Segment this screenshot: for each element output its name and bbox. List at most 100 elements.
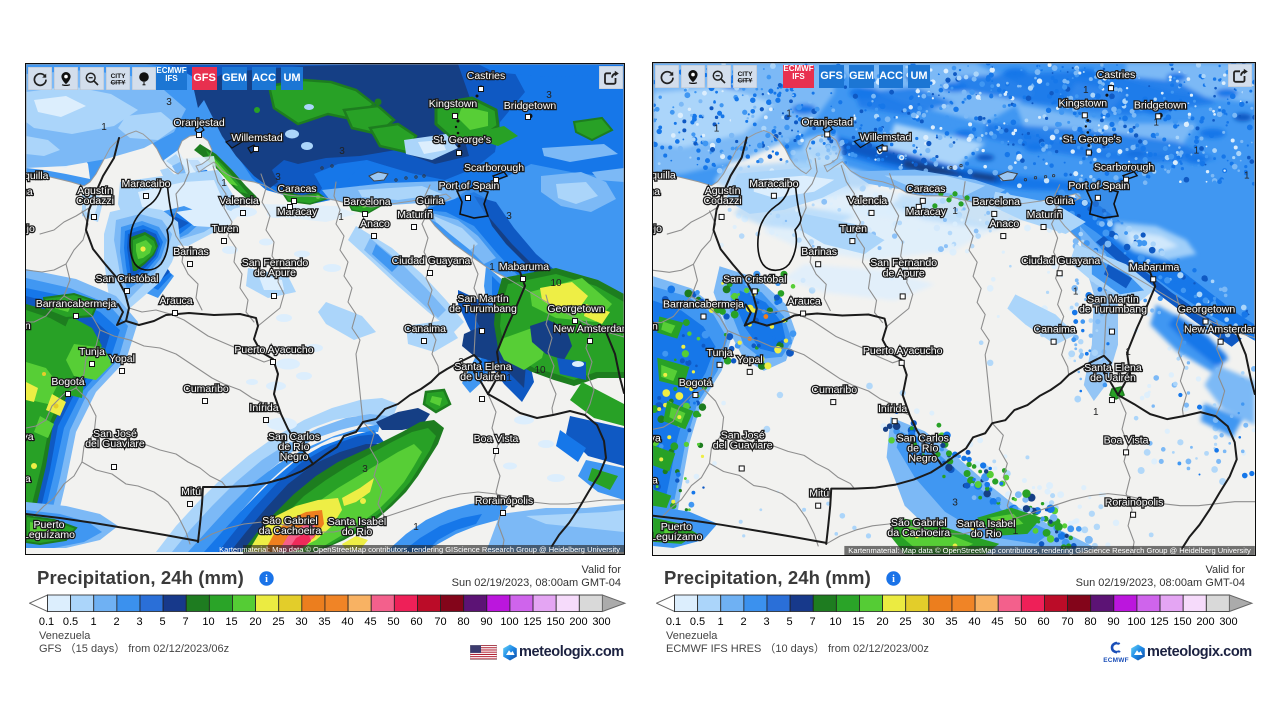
svg-text:San Fernando: San Fernando: [870, 257, 937, 269]
svg-text:1: 1: [1213, 326, 1219, 337]
svg-text:San José: San José: [93, 428, 137, 440]
svg-text:Barrancabermeja: Barrancabermeja: [36, 298, 117, 310]
svg-text:Oranjestad: Oranjestad: [173, 117, 225, 129]
svg-text:Valencia: Valencia: [219, 195, 259, 207]
svg-text:1: 1: [786, 108, 792, 119]
svg-text:Port of Spain: Port of Spain: [439, 180, 500, 192]
svg-text:de Turumbang: de Turumbang: [449, 303, 517, 315]
svg-text:clejo: clejo: [26, 223, 35, 235]
svg-text:Tunja: Tunja: [79, 346, 105, 358]
svg-text:Turen: Turen: [211, 223, 238, 235]
svg-text:Barcelona: Barcelona: [343, 196, 390, 208]
svg-text:San Fernando: San Fernando: [242, 257, 309, 269]
svg-text:1: 1: [1072, 286, 1078, 297]
svg-text:da Cachoeira: da Cachoeira: [259, 525, 322, 537]
svg-text:del Guaviare: del Guaviare: [712, 439, 772, 451]
svg-text:Port of Spain: Port of Spain: [1068, 179, 1129, 191]
svg-text:Willemstad: Willemstad: [859, 131, 911, 143]
svg-text:da Cachoeira: da Cachoeira: [887, 526, 950, 538]
svg-text:Bogotá: Bogotá: [51, 376, 84, 388]
svg-text:Puerto: Puerto: [660, 520, 691, 532]
svg-text:Santa Isabel: Santa Isabel: [956, 517, 1015, 529]
svg-text:Maturín: Maturín: [1026, 208, 1062, 220]
svg-text:1: 1: [1012, 525, 1018, 536]
svg-text:Santa Isabel: Santa Isabel: [328, 516, 386, 528]
svg-text:Maracay: Maracay: [905, 205, 946, 217]
svg-text:Georgetown: Georgetown: [547, 303, 604, 315]
svg-text:Bogotá: Bogotá: [678, 376, 712, 388]
svg-text:Yopal: Yopal: [109, 353, 135, 365]
svg-text:3: 3: [506, 211, 512, 222]
svg-text:CITY: CITY: [738, 77, 753, 84]
svg-text:de Apure: de Apure: [882, 267, 924, 279]
svg-text:Willemstad: Willemstad: [231, 132, 283, 144]
svg-text:Maracaibo: Maracaibo: [121, 178, 170, 190]
svg-text:Negro: Negro: [908, 452, 937, 464]
svg-text:ena: ena: [653, 185, 660, 197]
svg-text:CITY: CITY: [738, 71, 753, 78]
svg-text:de Apure: de Apure: [254, 267, 296, 279]
svg-text:Agustín: Agustín: [77, 185, 113, 197]
svg-text:3: 3: [546, 90, 552, 101]
svg-text:Kingstown: Kingstown: [429, 98, 478, 110]
svg-text:Rorainópolis: Rorainópolis: [475, 495, 533, 507]
svg-text:de Río: de Río: [279, 441, 310, 453]
svg-text:Barinas: Barinas: [173, 246, 209, 258]
svg-text:Oranjestad: Oranjestad: [801, 116, 853, 128]
svg-text:Maracay: Maracay: [277, 206, 318, 218]
svg-text:Gúiria: Gúiria: [416, 195, 444, 207]
svg-text:Rorainópolis: Rorainópolis: [1104, 496, 1163, 508]
svg-text:eiva: eiva: [26, 431, 34, 443]
svg-text:Tunja: Tunja: [706, 346, 732, 358]
svg-text:do Rio: do Rio: [970, 527, 1001, 539]
svg-text:Bridgetown: Bridgetown: [1133, 99, 1186, 111]
svg-text:1: 1: [221, 178, 227, 189]
svg-text:i: i: [265, 574, 268, 585]
svg-text:1: 1: [413, 522, 419, 533]
svg-text:New Amsterdam: New Amsterdam: [553, 323, 624, 335]
svg-text:de Río: de Río: [907, 442, 938, 454]
svg-text:Puerto: Puerto: [34, 519, 65, 531]
svg-text:São Gabriel: São Gabriel: [890, 516, 946, 528]
svg-text:1: 1: [1093, 407, 1099, 418]
svg-text:Cumaribo: Cumaribo: [183, 383, 229, 395]
svg-text:Canaima: Canaima: [1033, 323, 1075, 335]
svg-text:New Amsterdam: New Amsterdam: [1183, 323, 1254, 335]
svg-text:Codazzi: Codazzi: [76, 195, 114, 207]
svg-text:Santa Elena: Santa Elena: [454, 361, 511, 373]
svg-text:Mitú: Mitú: [181, 486, 201, 498]
svg-text:Caracas: Caracas: [906, 182, 945, 194]
svg-text:de Uairén: de Uairén: [1090, 371, 1136, 383]
svg-text:Caracas: Caracas: [277, 183, 316, 195]
svg-text:3: 3: [458, 357, 464, 368]
svg-text:Boa Vista: Boa Vista: [474, 433, 519, 445]
svg-text:Maracaibo: Maracaibo: [749, 177, 798, 189]
svg-text:San Martín: San Martín: [1087, 293, 1139, 305]
svg-text:1: 1: [952, 205, 958, 216]
svg-text:arranquilla: arranquilla: [653, 169, 676, 181]
svg-text:1: 1: [506, 373, 512, 384]
svg-text:Canaima: Canaima: [404, 323, 446, 335]
svg-text:Mabaruma: Mabaruma: [1129, 261, 1180, 273]
svg-text:i: i: [892, 574, 895, 585]
svg-text:Barinas: Barinas: [801, 246, 837, 258]
svg-text:do Rio: do Rio: [342, 526, 373, 538]
svg-text:Kartenmaterial: Map data © Ope: Kartenmaterial: Map data © OpenStreetMap…: [848, 545, 1251, 554]
svg-text:Castries: Castries: [1096, 69, 1135, 81]
svg-text:Scarborough: Scarborough: [1093, 161, 1154, 173]
svg-text:arranquilla: arranquilla: [26, 170, 49, 182]
svg-text:Cumaribo: Cumaribo: [811, 384, 857, 396]
svg-text:São Gabriel: São Gabriel: [262, 515, 317, 527]
svg-text:Barrancabermeja: Barrancabermeja: [663, 298, 744, 310]
svg-text:1: 1: [338, 212, 344, 223]
svg-text:Kartenmaterial: Map data © Ope: Kartenmaterial: Map data © OpenStreetMap…: [219, 545, 620, 554]
svg-text:10: 10: [550, 278, 562, 289]
svg-text:Arauca: Arauca: [787, 295, 821, 307]
svg-text:1: 1: [1193, 145, 1199, 156]
svg-text:1: 1: [1153, 117, 1159, 128]
svg-text:3: 3: [275, 172, 281, 183]
svg-text:3: 3: [166, 97, 172, 108]
svg-text:Kingstown: Kingstown: [1058, 97, 1107, 109]
svg-text:Boa Vista: Boa Vista: [1103, 434, 1148, 446]
svg-text:St. George's: St. George's: [433, 134, 491, 146]
